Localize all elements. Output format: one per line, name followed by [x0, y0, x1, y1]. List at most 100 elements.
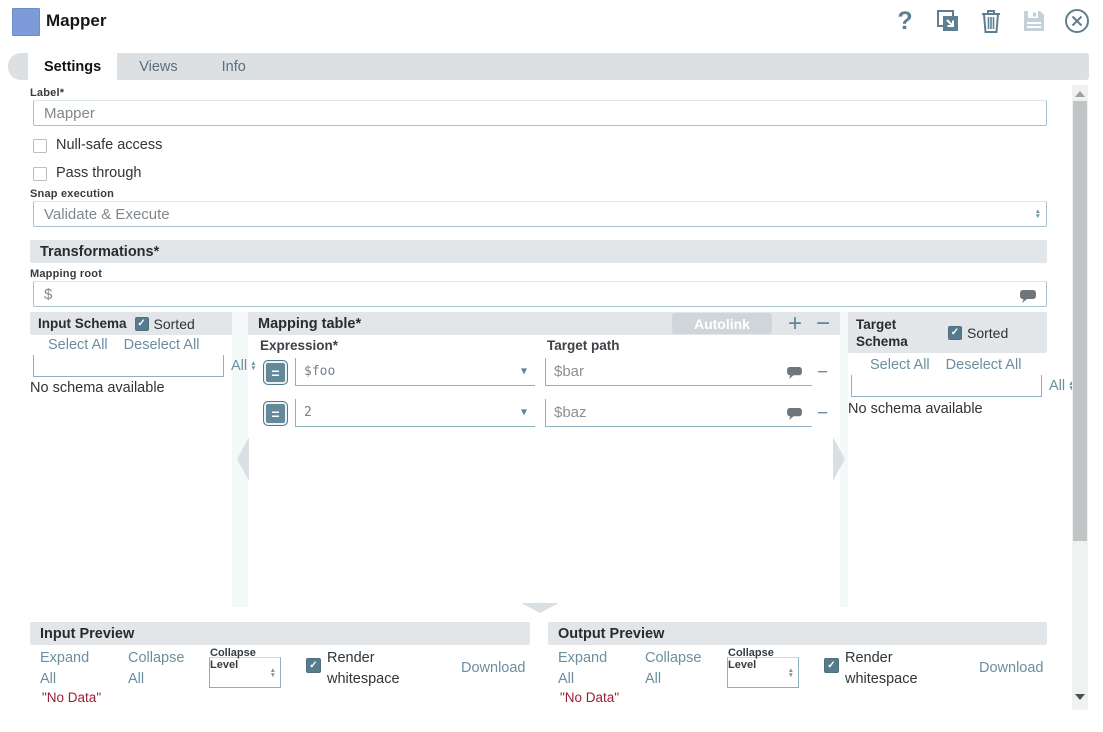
expression-toggle-button[interactable]: =: [263, 401, 288, 426]
tab-bar: Settings Views Info: [8, 53, 1089, 80]
input-download-link[interactable]: Download: [461, 660, 526, 676]
mapping-table-title: Mapping table*: [258, 315, 362, 332]
snap-execution-value: Validate & Execute: [44, 205, 170, 223]
input-collapse-level-input[interactable]: ▲ ▼: [209, 657, 281, 688]
snap-icon: [12, 8, 40, 36]
pass-through-checkbox[interactable]: [33, 167, 47, 181]
spinner-icon: ▲▼: [250, 360, 257, 372]
output-expand-all-link[interactable]: Expand All: [558, 650, 608, 687]
input-schema-empty-message: No schema available: [30, 380, 165, 396]
autolink-button[interactable]: Autolink: [671, 313, 772, 334]
dropdown-icon[interactable]: ▼: [520, 407, 527, 418]
scrollbar-thumb[interactable]: [1073, 101, 1087, 541]
input-filter-scope-select[interactable]: All ▲ ▼: [223, 355, 259, 377]
input-expand-all-link[interactable]: Expand All: [40, 650, 90, 687]
output-preview-title: Output Preview: [558, 625, 665, 642]
input-schema-links: Select All Deselect All: [48, 337, 199, 353]
null-safe-checkbox[interactable]: [33, 139, 47, 153]
dropdown-icon[interactable]: ▼: [520, 366, 527, 377]
label-input-value: Mapper: [44, 104, 95, 122]
input-preview-title: Input Preview: [40, 625, 135, 642]
null-safe-label: Null-safe access: [56, 137, 163, 153]
output-preview-header: Output Preview: [548, 622, 1047, 645]
target-schema-empty-message: No schema available: [848, 401, 983, 417]
input-schema-header: Input Schema ✓ Sorted: [30, 312, 232, 335]
remove-mapping-button[interactable]: −: [817, 362, 829, 383]
comment-icon[interactable]: [787, 367, 802, 379]
scrollbar[interactable]: [1072, 85, 1088, 710]
target-path-input[interactable]: $baz: [545, 399, 812, 427]
input-schema-filter: All ▲ ▼: [33, 355, 257, 377]
output-collapse-level-input[interactable]: ▲ ▼: [727, 657, 799, 688]
output-render-whitespace-checkbox[interactable]: ✓: [824, 658, 839, 673]
target-schema-filter-input[interactable]: [851, 375, 1041, 397]
expression-input[interactable]: $foo ▼: [295, 358, 535, 386]
scrollbar-up-arrow[interactable]: [1075, 91, 1085, 97]
target-filter-scope-select[interactable]: All ▲▼: [1041, 375, 1077, 397]
mapping-root-value: $: [44, 285, 53, 303]
comment-icon[interactable]: [1020, 290, 1036, 303]
target-schema-header: Target Schema ✓ Sorted: [848, 312, 1047, 353]
input-collapse-level-label: Collapse Level: [210, 647, 256, 671]
save-icon[interactable]: [1021, 7, 1047, 35]
spinner-icon[interactable]: ▲ ▼: [1034, 208, 1041, 220]
input-deselect-all-link[interactable]: Deselect All: [123, 337, 200, 353]
output-collapse-all-link[interactable]: Collapse All: [645, 650, 702, 687]
spinner-icon: ▲▼: [1068, 380, 1074, 392]
output-no-data-text: "No Data": [560, 690, 620, 705]
add-row-button[interactable]: +: [787, 309, 802, 337]
transformations-header: Transformations*: [30, 240, 1047, 263]
target-deselect-all-link[interactable]: Deselect All: [945, 357, 1022, 373]
remove-mapping-button[interactable]: −: [817, 403, 829, 424]
target-schema-links: Select All Deselect All: [870, 357, 1021, 373]
close-icon[interactable]: [1064, 7, 1090, 35]
mapping-table-header: Mapping table* Autolink + −: [248, 309, 840, 337]
input-sorted-label: Sorted: [153, 315, 195, 332]
input-preview-header: Input Preview: [30, 622, 530, 645]
input-no-data-text: "No Data": [42, 690, 102, 705]
input-sorted-checkbox[interactable]: ✓: [134, 316, 149, 331]
input-schema-title: Input Schema: [38, 316, 127, 331]
collapse-right-panel-handle[interactable]: [833, 437, 845, 481]
page-title: Mapper: [46, 11, 107, 30]
mapping-root-label: Mapping root: [30, 268, 103, 280]
expression-toggle-button[interactable]: =: [263, 360, 288, 385]
help-icon[interactable]: ?: [897, 6, 913, 35]
tab-settings[interactable]: Settings: [28, 53, 118, 80]
label-input[interactable]: Mapper: [33, 100, 1047, 126]
copy-icon[interactable]: [935, 7, 961, 35]
expression-input[interactable]: 2 ▼: [295, 399, 535, 427]
output-render-whitespace-label: Render whitespace: [845, 650, 918, 687]
collapse-left-panel-handle[interactable]: [237, 437, 249, 481]
target-path-input[interactable]: $bar: [545, 358, 812, 386]
target-schema-title: Target Schema: [856, 316, 908, 349]
input-collapse-all-link[interactable]: Collapse All: [128, 650, 185, 687]
input-render-whitespace-checkbox[interactable]: ✓: [306, 658, 321, 673]
spinner-icon[interactable]: ▲ ▼: [787, 666, 794, 679]
target-sorted-checkbox[interactable]: ✓: [948, 325, 962, 340]
snap-execution-select[interactable]: Validate & Execute ▲ ▼: [33, 201, 1047, 227]
scrollbar-down-arrow[interactable]: [1075, 694, 1085, 700]
target-sorted-label: Sorted: [967, 324, 1009, 341]
pass-through-label: Pass through: [56, 165, 142, 181]
target-schema-filter: All ▲▼: [851, 375, 1075, 397]
input-select-all-link[interactable]: Select All: [48, 337, 108, 353]
remove-row-button[interactable]: −: [815, 309, 830, 337]
target-select-all-link[interactable]: Select All: [870, 357, 930, 373]
output-download-link[interactable]: Download: [979, 660, 1044, 676]
output-collapse-level-label: Collapse Level: [728, 647, 774, 671]
trash-icon[interactable]: [978, 7, 1004, 35]
target-path-column-header: Target path: [547, 338, 620, 353]
input-schema-filter-input[interactable]: [33, 355, 223, 377]
mapping-root-input[interactable]: $: [33, 281, 1047, 307]
dialog-toolbar: ?: [892, 7, 1090, 35]
snap-execution-label: Snap execution: [30, 188, 115, 200]
collapse-mapping-area-handle[interactable]: [521, 603, 559, 613]
expression-column-header: Expression*: [260, 338, 339, 353]
tab-views[interactable]: Views: [139, 58, 178, 75]
tab-info[interactable]: Info: [221, 58, 246, 75]
comment-icon[interactable]: [787, 408, 802, 420]
spinner-icon[interactable]: ▲ ▼: [269, 666, 276, 679]
label-field-label: Label*: [30, 87, 65, 99]
